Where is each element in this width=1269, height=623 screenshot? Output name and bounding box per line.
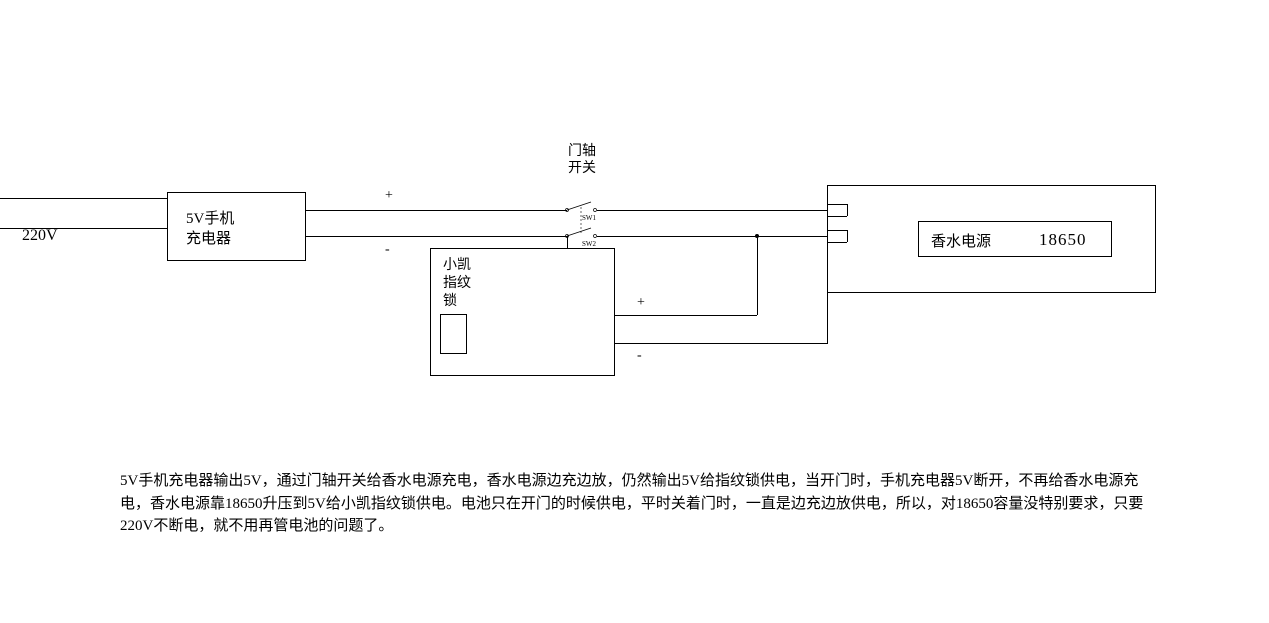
power-in-stub-bot-v [847,230,848,242]
charger-out-bot [306,236,567,237]
description-text: 5V手机充电器输出5V，通过门轴开关给香水电源充电，香水电源边充边放，仍然输出5… [120,470,1150,538]
input-wire-top [0,198,167,199]
lock-label-2: 指纹 [443,275,471,293]
lock-top-connect [567,236,568,248]
power-supply-label: 香水电源 [931,230,991,251]
power-in-stub-top-v [847,204,848,216]
power-out-v2 [757,236,758,315]
polarity-plus-1: + [385,188,393,205]
power-in-stub-top [827,204,847,205]
input-wire-bottom [0,228,167,229]
polarity-minus-1: - [385,242,390,259]
lock-label-1: 小凯 [443,257,471,275]
charger-out-top [306,210,567,211]
door-switch-label-2: 开关 [568,160,596,178]
battery-label: 18650 [1039,230,1087,250]
power-in-stub-bot2 [827,242,847,243]
polarity-plus-2: + [637,295,645,312]
battery-box: 香水电源 18650 [918,221,1112,257]
sw2-label: SW2 [582,240,596,248]
polarity-minus-2: - [637,348,642,365]
sw1-label: SW1 [582,214,596,222]
circuit-diagram: 220V 5V手机 充电器 + - 门轴 开关 SW1 SW2 香水电源 186… [0,0,1269,420]
power-in-stub-bot [827,230,847,231]
power-out-v1 [827,259,828,343]
charger-label-2: 充电器 [186,227,231,248]
door-switch-label-1: 门轴 [568,143,596,161]
lock-label-3: 锁 [443,293,457,311]
power-in-stub-top2 [827,216,847,217]
switch-to-power-bot [597,236,827,237]
switch-to-power-top [597,210,827,211]
charger-box: 5V手机 充电器 [167,192,306,261]
lock-connector-box [440,314,467,354]
junction-dot [754,233,760,239]
charger-label-1: 5V手机 [186,207,234,228]
lock-box: 小凯 指纹 锁 [430,248,615,376]
